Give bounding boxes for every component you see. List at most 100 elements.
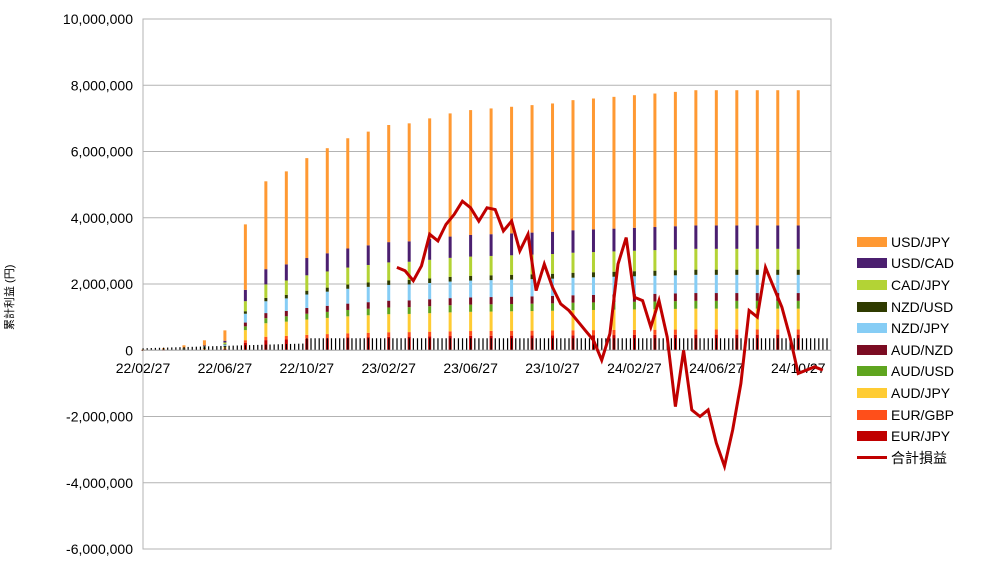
- bar-segment: [653, 329, 657, 335]
- base-tick: [441, 338, 443, 351]
- base-tick: [474, 338, 476, 351]
- bar-segment: [694, 329, 698, 335]
- bar-segment: [223, 340, 227, 343]
- bar-segment: [243, 311, 247, 314]
- base-tick: [764, 338, 767, 351]
- y-tick-label: 8,000,000: [71, 77, 133, 93]
- bar-segment: [694, 90, 698, 226]
- bar-segment: [653, 93, 657, 228]
- base-tick: [244, 345, 247, 351]
- bar-segment: [325, 287, 329, 292]
- bar-segment: [571, 277, 575, 296]
- bar-segment: [632, 227, 636, 251]
- bar-segment: [714, 293, 718, 301]
- bar-segment: [366, 131, 370, 246]
- bar-segment: [612, 96, 616, 229]
- base-tick: [662, 338, 664, 351]
- base-tick: [740, 338, 742, 351]
- bar-segment: [510, 303, 514, 312]
- legend-swatch: [857, 236, 887, 247]
- bar-segment: [551, 231, 555, 255]
- bar-segment: [223, 344, 227, 346]
- bar-segment: [776, 308, 780, 330]
- legend-swatch: [857, 431, 887, 442]
- bar-segment: [387, 300, 391, 308]
- bar-segment: [714, 329, 718, 335]
- bar-segment: [469, 256, 473, 276]
- base-tick: [826, 338, 828, 351]
- base-tick: [572, 338, 574, 351]
- bar-segment: [407, 241, 411, 262]
- bar-segment: [366, 245, 370, 265]
- base-tick: [527, 338, 529, 351]
- bar-segment: [428, 238, 432, 260]
- bar-segment: [776, 300, 780, 309]
- base-tick: [732, 338, 734, 351]
- base-tick: [519, 338, 521, 351]
- bar-segment: [264, 269, 268, 285]
- base-tick: [531, 338, 533, 351]
- base-tick: [654, 338, 656, 351]
- base-tick: [695, 338, 697, 351]
- base-tick: [314, 338, 316, 351]
- base-tick: [687, 338, 689, 351]
- bar-segment: [243, 224, 247, 290]
- bar-segment: [325, 271, 329, 288]
- base-tick: [617, 338, 619, 351]
- base-tick: [208, 346, 210, 351]
- bar-segment: [243, 330, 247, 341]
- y-tick-label: 6,000,000: [71, 144, 133, 160]
- bar-segment: [346, 303, 350, 310]
- base-tick: [466, 338, 468, 351]
- bar-segment: [407, 284, 411, 301]
- x-tick-label: 23/06/27: [443, 360, 498, 376]
- base-tick: [285, 344, 288, 351]
- bar-segment: [571, 252, 575, 273]
- bar-segment: [653, 301, 657, 310]
- base-tick: [658, 338, 660, 351]
- legend-item: NZD/JPY: [857, 317, 997, 339]
- bar-segment: [755, 329, 759, 335]
- base-tick: [191, 346, 193, 351]
- bar-segment: [448, 113, 452, 237]
- bar-segment: [489, 311, 493, 331]
- legend-label: AUD/JPY: [891, 384, 951, 401]
- bar-segment: [632, 329, 636, 335]
- base-tick: [158, 347, 161, 351]
- bar-segment: [243, 326, 247, 331]
- x-tick-label: 23/02/27: [361, 360, 416, 376]
- base-tick: [482, 338, 484, 351]
- bar-segment: [366, 332, 370, 338]
- bar-segment: [489, 304, 493, 312]
- base-tick: [601, 338, 603, 351]
- base-tick: [470, 338, 472, 351]
- base-tick: [621, 338, 623, 351]
- bar-segment: [755, 308, 759, 330]
- bar-segment: [591, 277, 595, 295]
- bar-segment: [694, 225, 698, 249]
- bar-segment: [673, 301, 677, 309]
- base-tick: [781, 338, 783, 351]
- bar-segment: [489, 330, 493, 336]
- bar-segment: [735, 225, 739, 249]
- bar-segment: [243, 313, 247, 323]
- bar-segment: [202, 340, 206, 346]
- base-tick: [220, 345, 222, 351]
- bar-segment: [632, 271, 636, 277]
- bar-segment: [776, 269, 780, 275]
- bar-segment: [305, 334, 309, 339]
- bar-segment: [653, 270, 657, 276]
- bar-segment: [223, 342, 227, 345]
- bar-segment: [366, 315, 370, 333]
- base-tick: [674, 338, 677, 351]
- legend-item: EUR/GBP: [857, 404, 997, 426]
- base-tick: [371, 338, 374, 351]
- x-tick-labels: 22/02/27 22/06/27 22/10/27 23/02/27 23/06/27…: [116, 360, 826, 376]
- x-tick-label: 22/06/27: [198, 360, 253, 376]
- base-tick: [805, 338, 808, 351]
- base-tick: [339, 338, 341, 351]
- base-tick: [306, 338, 308, 351]
- base-tick: [736, 338, 738, 351]
- bar-segment: [407, 313, 411, 333]
- base-tick: [822, 338, 824, 351]
